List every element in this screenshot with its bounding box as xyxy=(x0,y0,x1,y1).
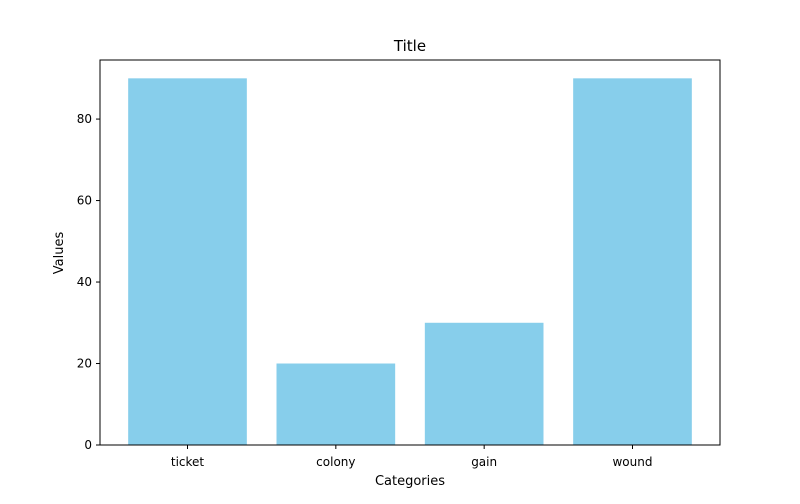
bar-wound xyxy=(573,78,692,445)
x-tick-label-wound: wound xyxy=(612,455,652,469)
y-axis-ticks: 0 20 40 60 80 xyxy=(77,112,100,452)
chart-title: Title xyxy=(393,37,426,55)
y-tick-label: 40 xyxy=(77,275,92,289)
bar-colony xyxy=(276,363,396,445)
x-axis-label: Categories xyxy=(375,474,445,489)
y-axis-label: Values xyxy=(52,232,67,275)
y-tick-label: 60 xyxy=(77,194,92,208)
bar-gain xyxy=(424,322,544,445)
x-tick-label-gain: gain xyxy=(471,455,497,469)
bar-ticket xyxy=(128,78,247,445)
bars-group xyxy=(128,78,692,445)
x-tick-label-colony: colony xyxy=(316,455,355,469)
y-tick-label: 0 xyxy=(84,438,92,452)
x-tick-label-ticket: ticket xyxy=(171,455,205,469)
y-tick-label: 80 xyxy=(77,112,92,126)
x-axis-ticks: ticket colony gain wound xyxy=(171,445,652,469)
y-tick-label: 20 xyxy=(77,357,92,371)
plot-area-frame xyxy=(99,59,721,446)
